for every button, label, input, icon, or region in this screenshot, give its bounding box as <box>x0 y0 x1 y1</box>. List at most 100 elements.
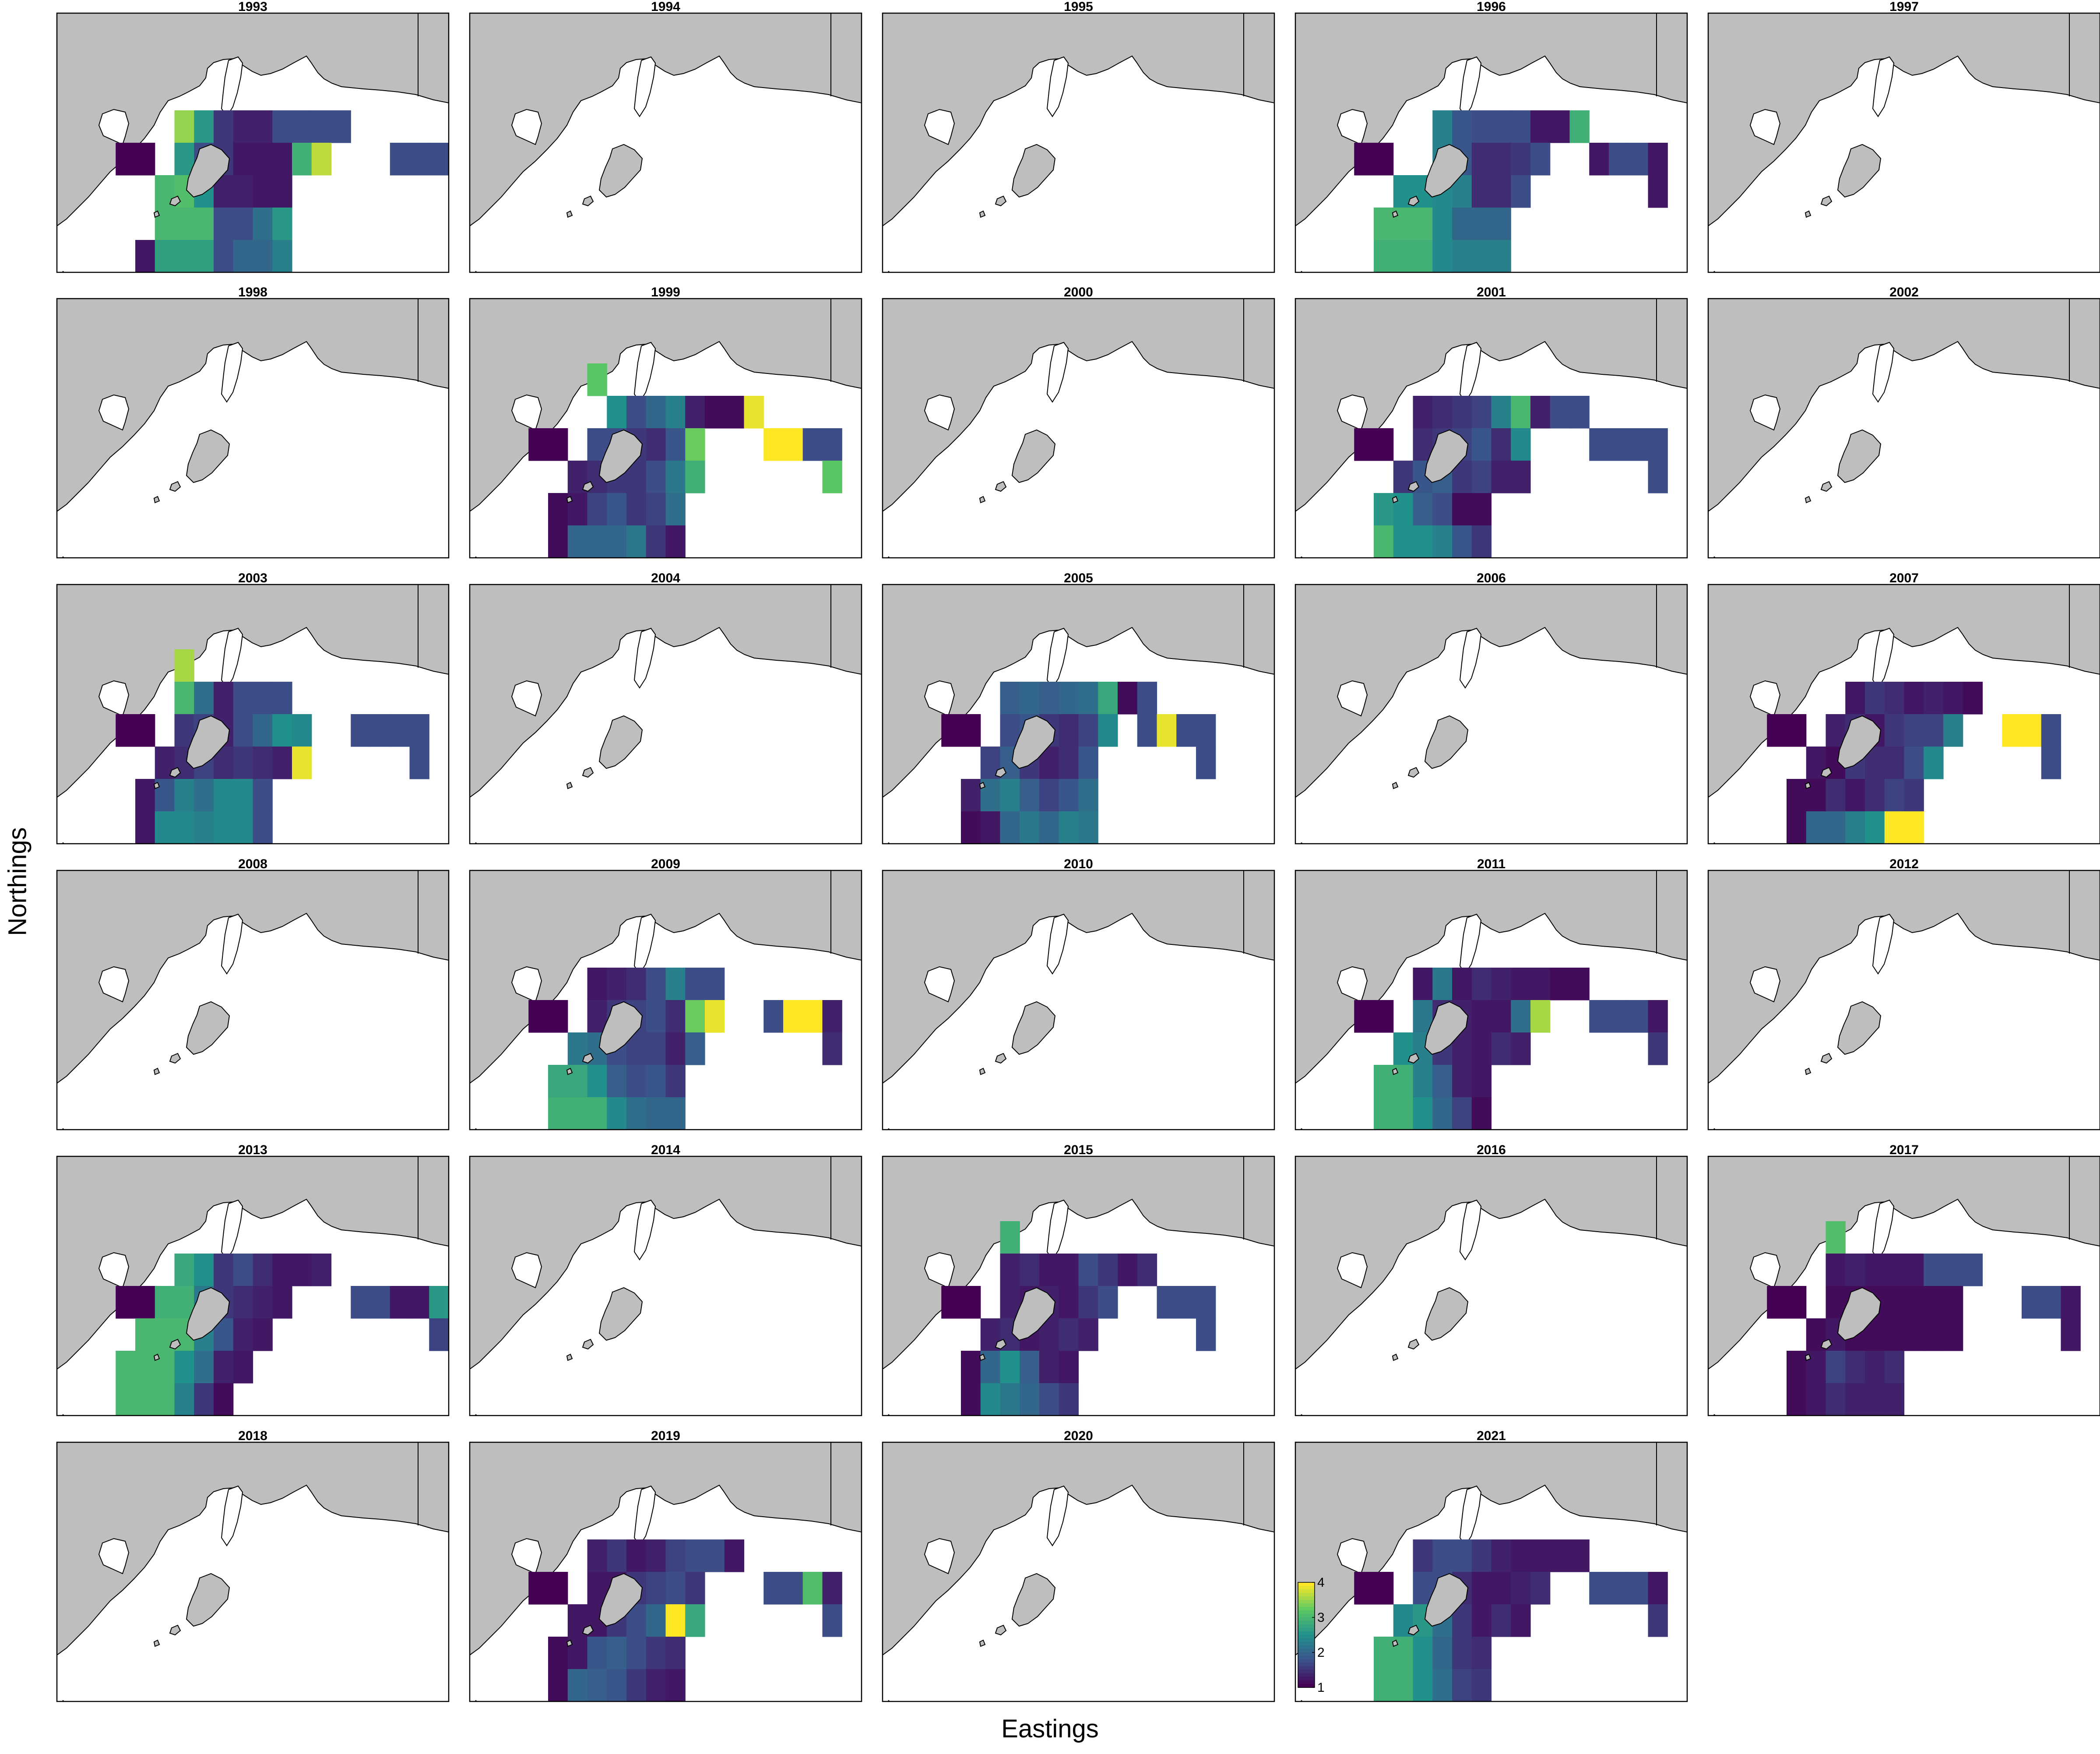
island <box>1837 429 1882 483</box>
bay-water <box>1749 1252 1781 1289</box>
map-panel-1996: 1996 <box>1294 0 1688 273</box>
panel-title: 2004 <box>651 571 680 585</box>
grid-cell <box>1491 240 1511 272</box>
grid-cell <box>1569 396 1590 429</box>
panel-frame <box>1707 870 2100 1131</box>
map-panel-2021: 2021 1 2 3 4 <box>1294 1429 1688 1702</box>
colorbar-swatch <box>1298 1684 1315 1688</box>
grid-cell <box>1078 747 1098 779</box>
grid-cell <box>1530 1572 1551 1605</box>
grid-cell <box>1452 1669 1472 1701</box>
bay-water <box>1749 680 1781 717</box>
grid-cell <box>607 1097 627 1130</box>
panel-frame <box>1294 298 1688 559</box>
grid-cell <box>567 525 588 558</box>
grid-cell <box>272 208 292 240</box>
grid-cell <box>1413 1097 1433 1130</box>
grid-cell <box>1787 1383 1807 1416</box>
grid-cell <box>233 1286 253 1319</box>
grid-cell <box>1000 1351 1020 1384</box>
grid-cell <box>1039 1351 1059 1384</box>
island <box>1011 1287 1056 1341</box>
grid-cell <box>1530 110 1551 143</box>
grid-cell <box>1413 240 1433 272</box>
grid-cell <box>587 968 607 1000</box>
colorbar-swatch <box>1298 1582 1315 1586</box>
grid-cell <box>1413 1539 1433 1572</box>
grid-cell <box>1787 779 1807 812</box>
inlet-water <box>1046 342 1069 403</box>
grid-cell <box>1767 1286 1787 1319</box>
grid-cell <box>548 493 568 526</box>
grid-cell <box>1924 1254 1944 1286</box>
map-panel-2016: 2016 <box>1294 1143 1688 1416</box>
panel-title: 2017 <box>1889 1143 1919 1157</box>
colorbar-swatch <box>1298 1596 1315 1600</box>
grid-cell <box>214 779 234 812</box>
grid-cell <box>685 1539 705 1572</box>
grid-cell <box>1865 1383 1885 1416</box>
grid-cell <box>1648 1000 1668 1033</box>
grid-cell <box>1432 1539 1453 1572</box>
grid-cell <box>390 1286 410 1319</box>
bay-water <box>511 394 542 431</box>
grid-cell <box>2061 1286 2081 1319</box>
island <box>1424 715 1469 769</box>
island <box>1407 1053 1420 1064</box>
grid-cell <box>233 779 253 812</box>
island <box>598 144 643 198</box>
grid-cell <box>1059 1286 1079 1319</box>
island <box>995 1338 1007 1350</box>
island <box>566 210 573 218</box>
grid-cell <box>1550 1539 1570 1572</box>
inlet-water <box>633 1485 656 1546</box>
island <box>1392 782 1399 789</box>
grid-cell <box>665 493 686 526</box>
grid-cell <box>665 461 686 493</box>
grid-cell <box>587 1572 607 1605</box>
panel-frame <box>469 12 862 273</box>
panel-frame <box>1294 12 1688 273</box>
grid-cell <box>685 1032 705 1065</box>
grid-cell <box>1963 1254 1983 1286</box>
grid-cell <box>1413 1637 1433 1669</box>
grid-cell <box>822 461 842 493</box>
grid-cell <box>1511 461 1531 493</box>
grid-cell <box>1059 1318 1079 1351</box>
grid-cell <box>135 143 155 176</box>
grid-cell <box>1845 779 1865 812</box>
bay-water <box>1337 1252 1368 1289</box>
grid-cell <box>409 747 429 779</box>
grid-cell <box>1157 714 1177 747</box>
panel-frame <box>469 870 862 1131</box>
grid-cell <box>1491 461 1511 493</box>
grid-cell <box>174 1351 194 1384</box>
grid-cell <box>802 428 823 461</box>
grid-cell <box>214 208 234 240</box>
grid-cell <box>1943 1318 1963 1351</box>
grid-cell <box>607 396 627 429</box>
grid-cell <box>1354 1572 1374 1605</box>
bay-water <box>1337 1538 1368 1574</box>
grid-cell <box>548 428 568 461</box>
grid-cell <box>1432 1669 1453 1701</box>
grid-cell <box>1432 1065 1453 1098</box>
island <box>598 1287 643 1341</box>
inlet-water <box>1046 1485 1069 1546</box>
grid-cell <box>1413 1669 1433 1701</box>
grid-cell <box>1078 682 1098 715</box>
grid-cell <box>311 143 332 176</box>
grid-cell <box>646 461 666 493</box>
grid-cell <box>1491 1604 1511 1637</box>
grid-cell <box>1845 1351 1865 1384</box>
grid-cell <box>116 143 136 176</box>
grid-cell <box>1020 1254 1040 1286</box>
map-panel-1998: 1998 <box>56 285 450 559</box>
grid-cell <box>1904 1254 1924 1286</box>
grid-cell <box>665 1032 686 1065</box>
grid-cell <box>961 1286 981 1319</box>
grid-cell <box>233 240 253 272</box>
map-panel-1999: 1999 <box>469 285 862 559</box>
grid-cell <box>194 811 214 844</box>
y-axis-label: Northings <box>3 827 32 936</box>
